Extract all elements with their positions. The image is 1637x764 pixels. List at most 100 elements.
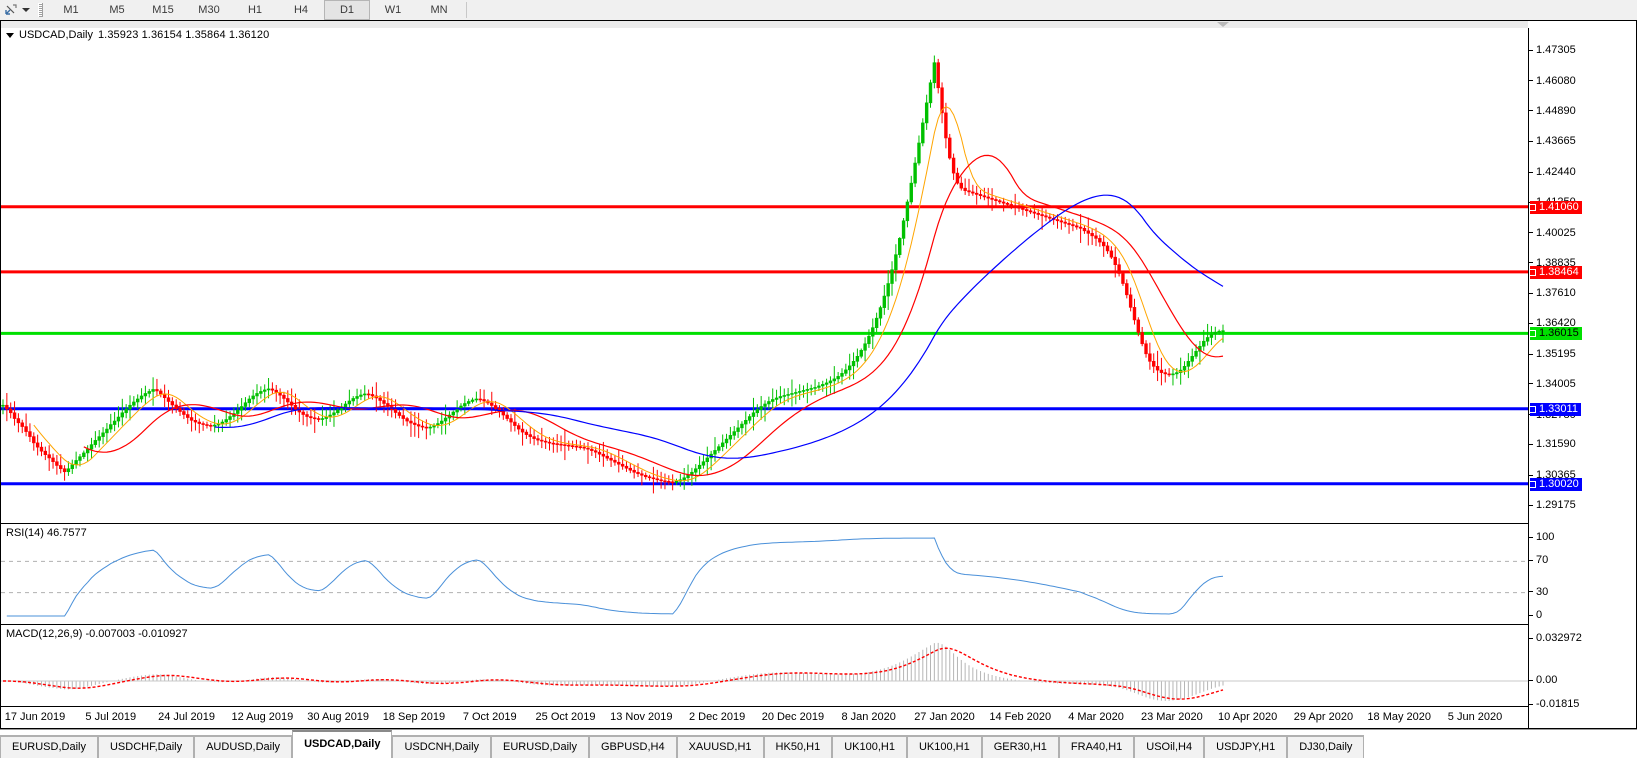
macd-tick: -0.01815 <box>1529 698 1579 710</box>
date-label: 5 Jul 2019 <box>85 711 137 723</box>
rsi-tick: 0 <box>1529 609 1542 621</box>
date-label: 5 Jun 2020 <box>1447 711 1503 723</box>
price-level-tag-support-lower[interactable]: 1.30020 <box>1530 477 1582 491</box>
rsi-tick: 30 <box>1529 586 1548 598</box>
price-tick: 1.40025 <box>1529 227 1576 239</box>
date-label: 4 Mar 2020 <box>1068 711 1124 723</box>
date-label: 25 Oct 2019 <box>535 711 596 723</box>
timeframe-group: M1 M5 M15 M30 H1 H4 D1 W1 MN <box>48 0 462 20</box>
timeframe-w1[interactable]: W1 <box>384 4 402 16</box>
level-handle-support-upper[interactable] <box>1529 405 1536 413</box>
date-label: 17 Jun 2019 <box>4 711 66 723</box>
symbol-name: USDCAD,Daily <box>19 29 93 41</box>
price-tick: 1.44890 <box>1529 105 1576 117</box>
chart-tab-gbpusd-h4[interactable]: GBPUSD,H4 <box>589 735 677 758</box>
rsi-label: RSI(14) 46.7577 <box>6 527 87 539</box>
date-label: 18 Sep 2019 <box>382 711 446 723</box>
timeframe-m5[interactable]: M5 <box>109 4 125 16</box>
toolbar-separator <box>466 2 467 18</box>
chart-tab-fra40-h1[interactable]: FRA40,H1 <box>1058 735 1135 758</box>
chart-tab-eurusd-daily[interactable]: EURUSD,Daily <box>0 735 98 758</box>
dropdown-arrow-icon[interactable] <box>22 8 30 12</box>
date-label: 30 Aug 2019 <box>307 711 370 723</box>
rsi-tick: 70 <box>1529 554 1548 566</box>
price-tick: 1.34005 <box>1529 378 1576 390</box>
price-tick: 1.42440 <box>1529 166 1576 178</box>
date-label: 10 Apr 2020 <box>1217 711 1278 723</box>
price-chart-svg <box>1 55 1528 494</box>
price-pane[interactable] <box>1 28 1528 521</box>
chart-tab-hk50-h1[interactable]: HK50,H1 <box>763 735 833 758</box>
chart-tab-bar: EURUSD,Daily USDCHF,Daily AUDUSD,Daily USDC… <box>0 729 1637 764</box>
price-tick: 1.36420 <box>1529 317 1576 329</box>
candlestick-series <box>1 55 1225 494</box>
level-handle-resistance-lower[interactable] <box>1529 268 1536 276</box>
chart-tab-uk100-h1[interactable]: UK100,H1 <box>906 735 982 758</box>
date-label: 14 Feb 2020 <box>989 711 1052 723</box>
chart-tab-usdcad-daily[interactable]: USDCAD,Daily <box>292 730 393 758</box>
price-level-tag-current-price[interactable]: 1.36015 <box>1530 327 1582 341</box>
timeframe-m15[interactable]: M15 <box>152 4 174 16</box>
timeframe-h1[interactable]: H1 <box>247 4 263 16</box>
chart-tab-dj30-daily[interactable]: DJ30,Daily <box>1287 735 1365 758</box>
scroll-nub-icon[interactable] <box>1217 22 1229 27</box>
price-tick: 1.43665 <box>1529 135 1576 147</box>
date-label: 23 Mar 2020 <box>1140 711 1203 723</box>
macd-histogram <box>6 642 1224 701</box>
cursor-crosshair-icon[interactable] <box>2 1 20 19</box>
price-tick: 1.38835 <box>1529 257 1576 269</box>
level-handle-resistance-upper[interactable] <box>1529 203 1536 211</box>
price-level-tag-support-upper[interactable]: 1.33011 <box>1530 402 1581 416</box>
date-label: 20 Dec 2019 <box>761 711 825 723</box>
rsi-chart-svg <box>1 537 1528 617</box>
chart-tab-usdchf-daily[interactable]: USDCHF,Daily <box>97 735 195 758</box>
chart-tab-usoil-h4[interactable]: USOil,H4 <box>1134 735 1205 758</box>
price-level-tag-resistance-upper[interactable]: 1.41060 <box>1530 200 1582 214</box>
chart-tab-xauusd-h1[interactable]: XAUUSD,H1 <box>676 735 764 758</box>
toolbar-grip[interactable] <box>38 3 43 17</box>
symbol-ohlc: 1.35923 1.36154 1.35864 1.36120 <box>97 29 270 41</box>
price-level-tag-resistance-lower[interactable]: 1.38464 <box>1530 265 1582 279</box>
price-scale[interactable]: 1.473051.460801.448901.436651.424401.412… <box>1528 28 1636 728</box>
timeframe-mn[interactable]: MN <box>430 4 448 16</box>
date-label: 18 May 2020 <box>1367 711 1432 723</box>
chart-tab-usdjpy-h1[interactable]: USDJPY,H1 <box>1204 735 1288 758</box>
level-handle-support-lower[interactable] <box>1529 480 1536 488</box>
macd-pane[interactable]: MACD(12,26,9) -0.007003 -0.010927 <box>1 624 1528 706</box>
date-label: 27 Jan 2020 <box>914 711 975 723</box>
collapse-triangle-icon[interactable] <box>6 32 14 38</box>
price-tick: 1.47305 <box>1529 44 1576 56</box>
timeframe-m30[interactable]: M30 <box>198 4 220 16</box>
rsi-tick: 100 <box>1529 531 1554 543</box>
top-toolbar: M1 M5 M15 M30 H1 H4 D1 W1 MN <box>0 0 1637 21</box>
chart-tab-eurusd-daily[interactable]: EURUSD,Daily <box>491 735 589 758</box>
price-tick: 1.29175 <box>1529 499 1576 511</box>
timeframe-h4[interactable]: H4 <box>293 4 309 16</box>
macd-chart-svg <box>1 642 1528 701</box>
timeframe-d1[interactable]: D1 <box>324 0 370 20</box>
macd-tick: 0.032972 <box>1529 632 1582 644</box>
date-label: 12 Aug 2019 <box>231 711 294 723</box>
date-label: 8 Jan 2020 <box>841 711 896 723</box>
date-label: 24 Jul 2019 <box>158 711 216 723</box>
level-handle-current-price[interactable] <box>1529 330 1536 338</box>
timeframe-m1[interactable]: M1 <box>63 4 79 16</box>
date-label: 2 Dec 2019 <box>688 711 746 723</box>
macd-tick: 0.00 <box>1529 674 1557 686</box>
chart-tab-uk100-h1[interactable]: UK100,H1 <box>832 735 907 758</box>
chart-tab-audusd-daily[interactable]: AUDUSD,Daily <box>194 735 293 758</box>
date-label: 7 Oct 2019 <box>462 711 517 723</box>
macd-label: MACD(12,26,9) -0.007003 -0.010927 <box>6 628 188 640</box>
date-label: 13 Nov 2019 <box>610 711 673 723</box>
chart-tab-ger30-h1[interactable]: GER30,H1 <box>981 735 1059 758</box>
chart-window: USDCAD,Daily 1.35923 1.36154 1.35864 1.3… <box>0 20 1637 729</box>
rsi-pane[interactable]: RSI(14) 46.7577 <box>1 523 1528 624</box>
chart-tab-usdcnh-daily[interactable]: USDCNH,Daily <box>392 735 492 758</box>
chart-symbol-header: USDCAD,Daily 1.35923 1.36154 1.35864 1.3… <box>6 29 269 41</box>
price-tick: 1.37610 <box>1529 287 1576 299</box>
date-axis: 17 Jun 2019 5 Jul 2019 24 Jul 2019 12 Aug 2… <box>1 706 1528 728</box>
date-label: 29 Apr 2020 <box>1293 711 1354 723</box>
price-tick: 1.35195 <box>1529 348 1576 360</box>
price-tick: 1.46080 <box>1529 75 1576 87</box>
price-tick: 1.31590 <box>1529 438 1576 450</box>
